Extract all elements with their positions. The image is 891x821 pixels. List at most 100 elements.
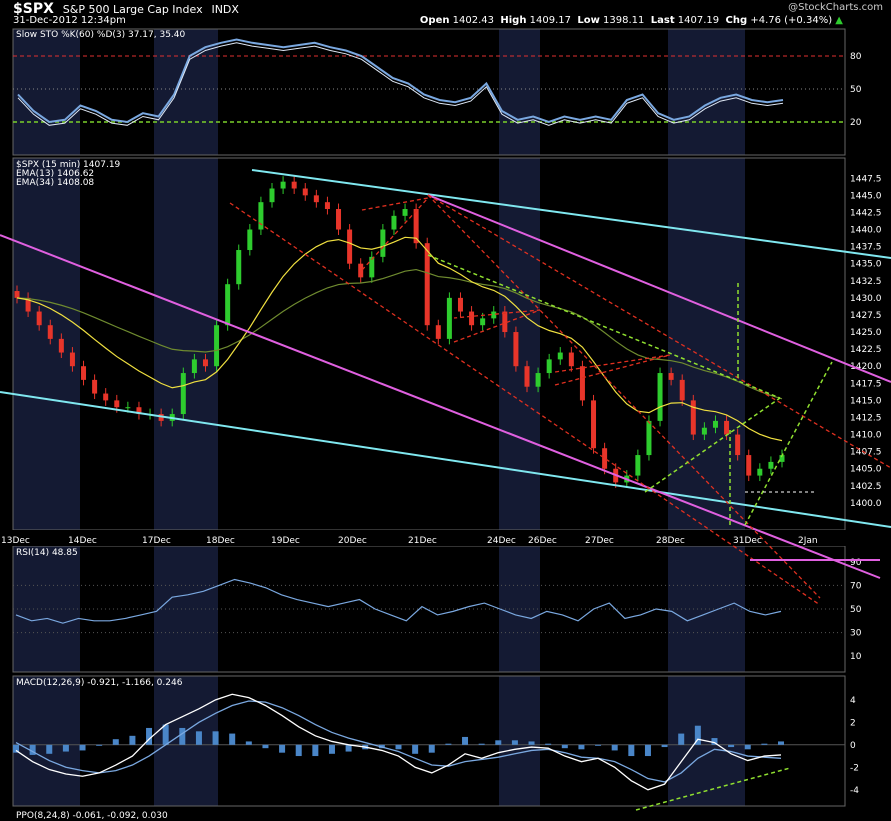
macd-histogram-bar: [146, 727, 153, 745]
price-tick-label: 1410.0: [850, 431, 882, 441]
price-shaded-session: [499, 158, 540, 530]
price-candle: [324, 202, 330, 210]
price-candle: [191, 359, 197, 374]
price-candle: [347, 229, 353, 264]
price-candle: [457, 297, 463, 312]
price-candle: [568, 352, 574, 367]
sto-panel-label: Slow STO %K(60) %D(3) 37.17, 35.40: [16, 30, 186, 40]
macd-shaded-session: [499, 676, 540, 806]
chart-date: 31-Dec-2012 12:34pm: [13, 15, 126, 26]
price-candle: [602, 448, 608, 469]
price-candle: [724, 420, 730, 435]
price-candle: [225, 284, 231, 326]
rsi-tick-label: 50: [850, 605, 862, 615]
price-candle: [668, 373, 674, 380]
price-tick-label: 1402.5: [850, 482, 882, 492]
red-channel-mid: [427, 194, 821, 599]
price-candle: [81, 366, 87, 380]
rsi-tick-label: 90: [850, 558, 862, 568]
price-panel-label: $SPX (15 min) 1407.19: [16, 160, 121, 170]
macd-histogram-bar: [129, 735, 136, 745]
last-label: Last: [650, 15, 675, 26]
sto-shaded-session: [499, 29, 540, 155]
price-tick-label: 1405.0: [850, 465, 882, 475]
macd-histogram-bar: [162, 724, 169, 745]
date-tick-label: 19Dec: [271, 536, 300, 546]
macd-histogram-bar: [661, 744, 668, 748]
sto-shaded-session: [13, 29, 80, 155]
sto-shaded-session: [668, 29, 745, 155]
price-candle: [369, 256, 375, 278]
price-tick-label: 1435.0: [850, 260, 882, 270]
macd-panel-label: MACD(12,26,9) -0.921, -1.166, 0.246: [16, 678, 183, 688]
price-candle: [635, 455, 641, 476]
macd-histogram-bar: [262, 744, 269, 749]
macd-histogram-bar: [611, 744, 618, 751]
ema34-line: [16, 268, 783, 400]
rsi-shaded-session: [13, 546, 80, 672]
macd-histogram-bar: [628, 744, 635, 757]
ema13-legend: EMA(13) 1406.62: [16, 169, 94, 179]
green-macd-trendline: [635, 767, 791, 811]
price-tick-label: 1447.5: [850, 174, 882, 184]
sto-tick-label: 80: [850, 52, 862, 62]
price-candle: [746, 455, 752, 476]
green-target-line: [744, 361, 833, 526]
symbol: $SPX: [13, 1, 54, 17]
price-candle: [69, 352, 75, 367]
date-tick-label: 31Dec: [733, 536, 762, 546]
price-candle: [446, 297, 452, 339]
symbol-title: $SPX S&P 500 Large Cap Index INDX: [13, 1, 239, 17]
sto-d-line: [17, 42, 784, 126]
price-tick-label: 1437.5: [850, 243, 882, 253]
macd-tick-label: 2: [850, 718, 856, 728]
price-candle: [768, 461, 774, 469]
macd-histogram-bar: [578, 744, 585, 750]
price-candle: [291, 181, 297, 189]
date-tick-label: 27Dec: [585, 536, 614, 546]
price-candle: [646, 420, 652, 456]
chart-header: $SPX S&P 500 Large Cap Index INDX 31-Dec…: [0, 0, 891, 28]
price-candle: [92, 379, 98, 394]
rsi-tick-label: 70: [850, 581, 862, 591]
macd-histogram-bar: [112, 739, 119, 745]
price-candle: [757, 468, 763, 476]
price-candle: [502, 311, 508, 333]
chg-label: Chg: [725, 15, 748, 26]
macd-histogram-bar: [694, 725, 701, 745]
price-candle: [712, 420, 718, 428]
price-tick-label: 1417.5: [850, 379, 882, 389]
rsi-line: [15, 578, 782, 624]
symbol-name: S&P 500 Large Cap Index: [62, 3, 203, 16]
price-tick-label: 1422.5: [850, 345, 882, 355]
macd-histogram-bar: [528, 741, 535, 745]
price-candle: [358, 263, 364, 278]
price-candle: [58, 338, 64, 353]
macd-tick-label: -4: [850, 786, 859, 796]
macd-histogram-bar: [96, 744, 103, 746]
date-tick-label: 2Jan: [798, 536, 818, 546]
macd-histogram-bar: [179, 727, 186, 745]
price-candle: [657, 373, 663, 421]
stockcharts-logo: @StockCharts.com: [788, 2, 883, 13]
macd-histogram-bar: [595, 744, 602, 746]
sto-tick-label: 50: [850, 85, 862, 95]
macd-histogram-bar: [711, 738, 718, 745]
macd-histogram-bar: [778, 741, 784, 745]
date-tick-label: 20Dec: [338, 536, 367, 546]
macd-histogram-bar: [62, 744, 69, 752]
sto-tick-label: 20: [850, 118, 862, 128]
sto-panel-bg: [0, 29, 891, 155]
price-candle: [779, 455, 785, 462]
date-tick-label: 17Dec: [142, 536, 171, 546]
red-triangle-1: [361, 197, 430, 271]
price-candle: [690, 400, 696, 435]
price-tick-label: 1412.5: [850, 413, 882, 423]
price-candle: [47, 325, 53, 339]
date-tick-label: 14Dec: [68, 536, 97, 546]
magenta-lower-trendline: [0, 234, 881, 579]
date-tick-label: 28Dec: [656, 536, 685, 546]
price-candle: [136, 407, 142, 415]
open-label: Open: [419, 15, 450, 26]
quote-summary: Open 1402.43 High 1409.17 Low 1398.11 La…: [420, 15, 843, 26]
